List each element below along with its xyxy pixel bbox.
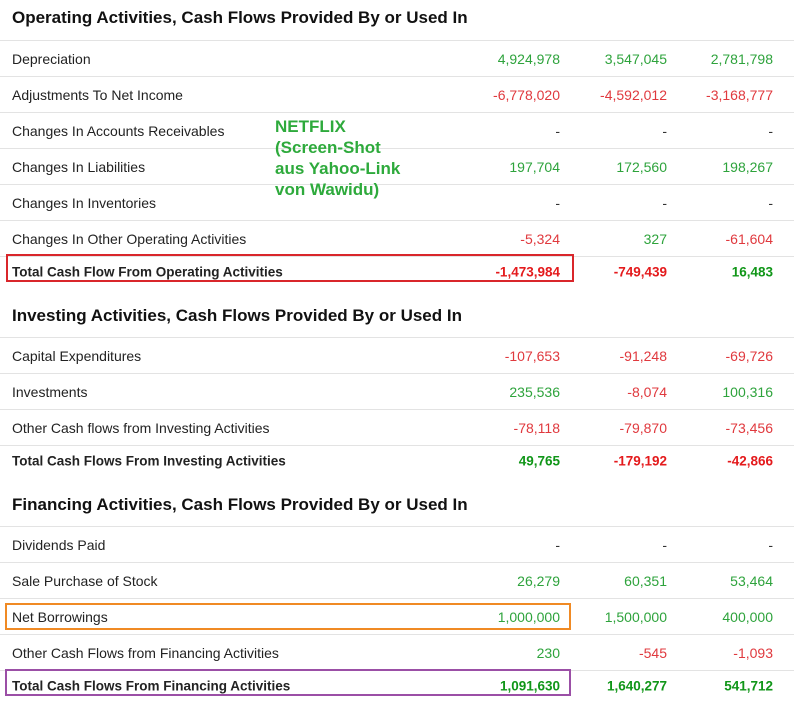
total-label: Total Cash Flow From Operating Activitie… <box>12 264 283 279</box>
table-row: Changes In Other Operating Activities -5… <box>0 220 794 256</box>
row-label: Net Borrowings <box>12 608 108 625</box>
row-value: -545 <box>638 644 667 661</box>
row-value: 26,279 <box>517 572 560 589</box>
table-row: Sale Purchase of Stock 26,279 60,351 53,… <box>0 562 794 598</box>
row-value: - <box>555 122 560 139</box>
section-title-operating: Operating Activities, Cash Flows Provide… <box>12 8 468 27</box>
row-label: Sale Purchase of Stock <box>12 572 158 589</box>
total-value: -179,192 <box>613 453 667 468</box>
netflix-annotation: NETFLIX (Screen-Shot aus Yahoo-Link von … <box>275 116 400 200</box>
row-value: 1,000,000 <box>497 608 560 625</box>
annotation-line: NETFLIX <box>275 117 346 136</box>
total-value: -1,473,984 <box>495 264 560 279</box>
total-value: 16,483 <box>731 264 773 279</box>
row-label: Other Cash flows from Investing Activiti… <box>12 419 270 436</box>
row-label: Depreciation <box>12 50 91 67</box>
total-value: -42,866 <box>727 453 773 468</box>
row-label: Capital Expenditures <box>12 347 142 364</box>
row-value: 100,316 <box>722 383 773 400</box>
row-value: - <box>662 536 667 553</box>
financing-table: Dividends Paid - - - Sale Purchase of St… <box>0 526 794 700</box>
total-label: Total Cash Flows From Financing Activiti… <box>12 678 291 693</box>
row-value: 60,351 <box>624 572 667 589</box>
row-value: 3,547,045 <box>604 50 667 67</box>
total-value: 1,640,277 <box>606 678 667 693</box>
total-value: -749,439 <box>613 264 667 279</box>
row-value: -79,870 <box>619 419 667 436</box>
total-row: Total Cash Flows From Investing Activiti… <box>0 445 794 475</box>
row-value: -6,778,020 <box>493 86 560 103</box>
table-row: Changes In Accounts Receivables - - - <box>0 112 794 148</box>
table-row: Investments 235,536 -8,074 100,316 <box>0 373 794 409</box>
row-value: 2,781,798 <box>710 50 773 67</box>
section-title-investing: Investing Activities, Cash Flows Provide… <box>12 306 462 325</box>
annotation-line: von Wawidu) <box>275 180 380 199</box>
row-value: 327 <box>643 230 667 247</box>
investing-table: Capital Expenditures -107,653 -91,248 -6… <box>0 337 794 475</box>
table-row: Capital Expenditures -107,653 -91,248 -6… <box>0 337 794 373</box>
table-row: Depreciation 4,924,978 3,547,045 2,781,7… <box>0 40 794 76</box>
row-value: - <box>555 536 560 553</box>
row-value: -73,456 <box>725 419 773 436</box>
row-value: -78,118 <box>513 419 560 436</box>
table-row: Other Cash Flows from Financing Activiti… <box>0 634 794 670</box>
row-label: Changes In Liabilities <box>12 158 146 175</box>
row-label: Changes In Accounts Receivables <box>12 122 225 139</box>
row-value: 53,464 <box>730 572 773 589</box>
row-value: - <box>555 194 560 211</box>
row-value: -107,653 <box>504 347 560 364</box>
row-value: -5,324 <box>520 230 560 247</box>
row-value: - <box>768 194 773 211</box>
row-value: - <box>662 122 667 139</box>
table-row: Adjustments To Net Income -6,778,020 -4,… <box>0 76 794 112</box>
row-label: Investments <box>12 383 88 400</box>
operating-table: Depreciation 4,924,978 3,547,045 2,781,7… <box>0 40 794 286</box>
table-row: Changes In Inventories - - - <box>0 184 794 220</box>
table-row: Other Cash flows from Investing Activiti… <box>0 409 794 445</box>
row-value: -8,074 <box>627 383 667 400</box>
row-value: -91,248 <box>619 347 667 364</box>
row-label: Changes In Inventories <box>12 194 156 211</box>
row-value: - <box>768 536 773 553</box>
total-row: Total Cash Flows From Financing Activiti… <box>0 670 794 700</box>
row-value: -4,592,012 <box>600 86 667 103</box>
row-value: - <box>662 194 667 211</box>
total-row: Total Cash Flow From Operating Activitie… <box>0 256 794 286</box>
row-label: Changes In Other Operating Activities <box>12 230 247 247</box>
row-label: Other Cash Flows from Financing Activiti… <box>12 644 279 661</box>
row-value: -1,093 <box>733 644 773 661</box>
row-value: 4,924,978 <box>497 50 560 67</box>
annotation-line: (Screen-Shot <box>275 138 381 157</box>
row-value: 198,267 <box>722 158 773 175</box>
row-value: 1,500,000 <box>604 608 667 625</box>
total-value: 541,712 <box>724 678 773 693</box>
row-value: -61,604 <box>725 230 773 247</box>
row-value: 197,704 <box>509 158 560 175</box>
row-value: -69,726 <box>725 347 773 364</box>
table-row: Dividends Paid - - - <box>0 526 794 562</box>
total-label: Total Cash Flows From Investing Activiti… <box>12 453 286 468</box>
row-value: -3,168,777 <box>706 86 773 103</box>
row-value: 230 <box>536 644 560 661</box>
row-label: Adjustments To Net Income <box>12 86 183 103</box>
row-value: 172,560 <box>616 158 667 175</box>
table-row: Net Borrowings 1,000,000 1,500,000 400,0… <box>0 598 794 634</box>
row-value: - <box>768 122 773 139</box>
table-row: Changes In Liabilities 197,704 172,560 1… <box>0 148 794 184</box>
section-title-financing: Financing Activities, Cash Flows Provide… <box>12 495 468 514</box>
total-value: 49,765 <box>518 453 560 468</box>
annotation-line: aus Yahoo-Link <box>275 159 401 178</box>
row-label: Dividends Paid <box>12 536 106 553</box>
row-value: 235,536 <box>509 383 560 400</box>
total-value: 1,091,630 <box>499 678 560 693</box>
row-value: 400,000 <box>722 608 773 625</box>
